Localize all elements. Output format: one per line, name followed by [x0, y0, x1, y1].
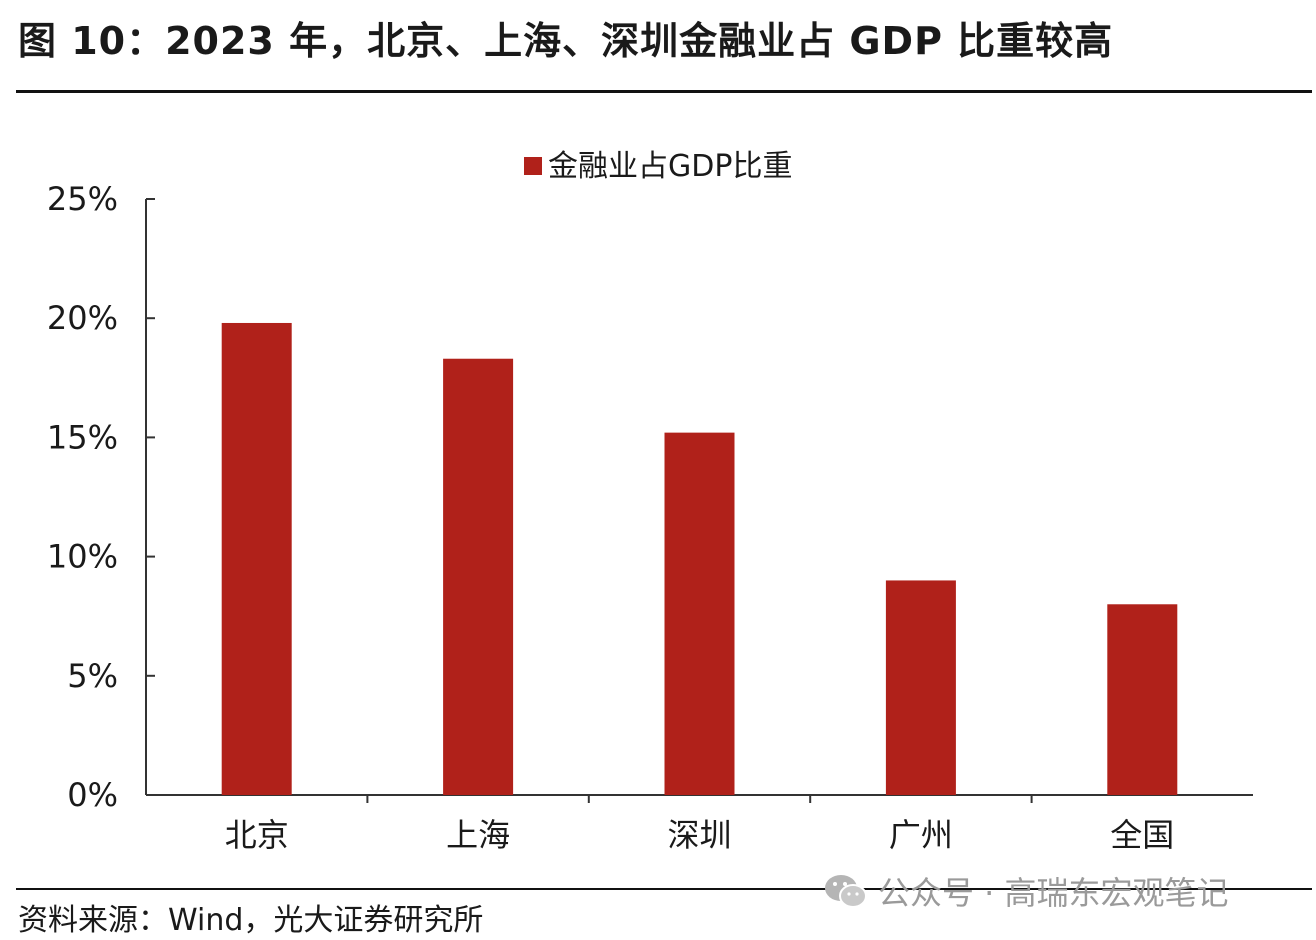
y-axis-labels: 0% 5% 10% 15% 20% 25% — [47, 180, 118, 814]
chart-legend: 金融业占GDP比重 — [524, 149, 792, 184]
y-tick-label: 15% — [47, 418, 118, 456]
x-tick-label: 上海 — [446, 816, 510, 854]
chart-bars — [221, 322, 1178, 795]
x-tick-label: 北京 — [225, 816, 289, 854]
wechat-icon — [825, 875, 867, 908]
bar — [664, 432, 735, 795]
y-tick-label: 10% — [47, 538, 118, 576]
source-rule — [16, 888, 1312, 890]
bar-chart: 金融业占GDP比重 北京 上海 深圳 广州 全国 0% 5% 10% 15% 20% 25% — [47, 149, 1253, 854]
y-tick-label: 20% — [47, 299, 118, 337]
x-tick-label: 全国 — [1110, 816, 1174, 854]
y-tick-label: 5% — [67, 657, 118, 695]
x-tick-label: 广州 — [889, 816, 953, 854]
x-tick-label: 深圳 — [667, 816, 731, 854]
legend-swatch — [524, 157, 542, 175]
title-rule — [16, 90, 1312, 93]
bar — [221, 322, 292, 795]
watermark-text: 公众号 · 高瑞东宏观笔记 — [878, 874, 1229, 912]
source-note: 资料来源：Wind，光大证券研究所 — [18, 903, 484, 938]
watermark: 公众号 · 高瑞东宏观笔记 — [822, 868, 1229, 914]
legend-label: 金融业占GDP比重 — [548, 149, 792, 184]
bar — [443, 358, 514, 795]
y-tick-label: 25% — [47, 180, 118, 218]
x-axis-labels: 北京 上海 深圳 广州 全国 — [225, 816, 1175, 854]
y-tick-label: 0% — [67, 776, 118, 814]
bar — [1107, 604, 1178, 795]
bar — [885, 580, 956, 795]
figure-title: 图 10：2023 年，北京、上海、深圳金融业占 GDP 比重较高 — [18, 19, 1114, 63]
